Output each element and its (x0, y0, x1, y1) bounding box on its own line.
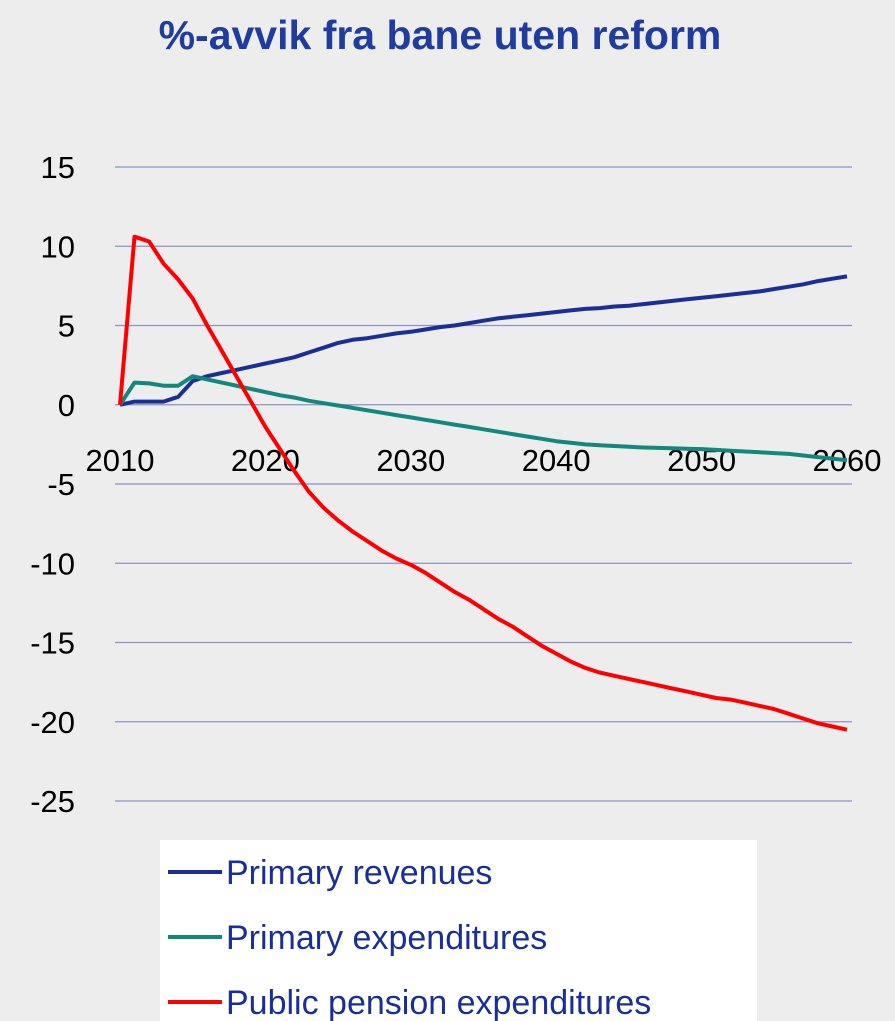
y-tick-label: -15 (30, 626, 75, 661)
legend-label: Primary expenditures (226, 919, 547, 957)
chart-title: %-avvik fra bane uten reform (158, 12, 722, 58)
y-tick-label: 5 (58, 309, 75, 344)
legend: Primary revenues Primary expenditures Publ… (160, 840, 757, 1021)
series-line (118, 374, 848, 463)
series-line (119, 274, 848, 407)
x-tick-label: 2010 (86, 443, 155, 478)
y-tick-label: 0 (58, 388, 75, 423)
y-tick-label: -5 (47, 467, 75, 502)
legend-label: Primary revenues (226, 854, 492, 892)
legend-label: Public pension expenditures (226, 984, 651, 1021)
x-tick-label: 2060 (813, 443, 882, 478)
legend-box (160, 840, 757, 1021)
y-tick-label: -10 (30, 546, 75, 581)
x-tick-label: 2040 (522, 443, 591, 478)
y-tick-label: 15 (41, 150, 75, 185)
y-tick-label: 10 (41, 229, 75, 264)
y-tick-label: -25 (30, 784, 75, 819)
series-line (118, 234, 848, 732)
x-tick-label: 2030 (376, 443, 445, 478)
y-tick-label: -20 (30, 705, 75, 740)
